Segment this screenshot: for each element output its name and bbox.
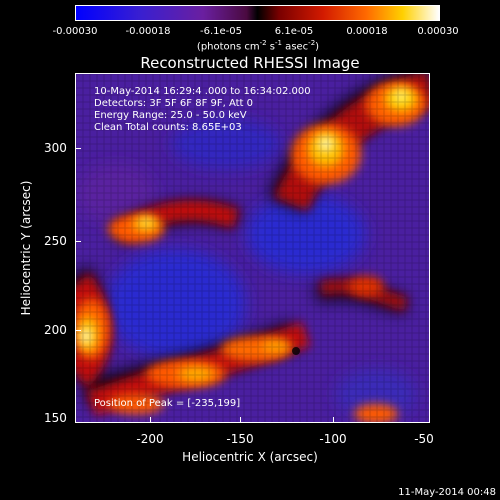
colorbar-tick-label: -0.00018 (125, 26, 171, 37)
x-tick-label: -200 (136, 432, 164, 446)
x-tick-mark (150, 417, 151, 423)
y-tick-label: 300 (44, 141, 67, 155)
rhessi-image (75, 73, 430, 423)
colorbar-tick-label: 0.00030 (417, 26, 459, 37)
colorbar-tick-label: 6.1e-05 (274, 26, 314, 37)
x-tick-label: -150 (226, 432, 254, 446)
plot-datestamp: 11-May-2014 00:48 (398, 487, 496, 498)
detectors-annotation: Detectors: 3F 5F 6F 8F 9F, Att 0 (94, 98, 254, 109)
x-tick-label: -50 (414, 432, 434, 446)
y-tick-mark (75, 330, 81, 331)
x-axis-label: Heliocentric X (arcsec) (182, 450, 318, 464)
peak-position-annotation: Position of Peak = [-235,199] (94, 398, 241, 409)
colorbar-tick-label: -6.1e-05 (200, 26, 242, 37)
image-title: Reconstructed RHESSI Image (140, 54, 360, 72)
y-axis-label: Heliocentric Y (arcsec) (19, 180, 33, 316)
y-tick-mark (75, 148, 81, 149)
colorbar-tick-label: 0.00018 (346, 26, 388, 37)
energy-range-annotation: Energy Range: 25.0 - 50.0 keV (94, 110, 247, 121)
rhessi-image-map (76, 74, 429, 422)
y-tick-label: 250 (44, 234, 67, 248)
x-tick-mark (240, 417, 241, 423)
y-tick-label: 200 (44, 323, 67, 337)
x-tick-label: -100 (319, 432, 347, 446)
x-tick-mark (333, 417, 334, 423)
colorbar (75, 5, 440, 21)
y-tick-label: 150 (44, 411, 67, 425)
y-tick-mark (75, 241, 81, 242)
clean-counts-annotation: Clean Total counts: 8.65E+03 (94, 122, 242, 133)
colorbar-units: (photons cm-2 s-1 asec-2) (196, 39, 320, 53)
colorbar-tick-label: -0.00030 (52, 26, 98, 37)
time-range-annotation: 10-May-2014 16:29:4 .000 to 16:34:02.000 (94, 86, 311, 97)
